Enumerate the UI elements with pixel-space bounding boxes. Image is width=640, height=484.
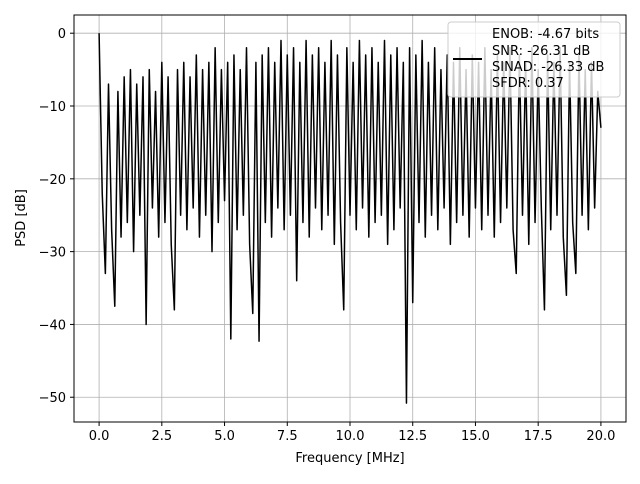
axes-frame [73, 14, 627, 423]
x-tick-label: 17.5 [524, 429, 553, 444]
legend-sinad: SINAD: -26.33 dB [492, 60, 604, 75]
y-tick-label: −20 [39, 173, 66, 188]
x-tick-label: 20.0 [586, 429, 615, 444]
y-tick-label: −30 [39, 246, 66, 261]
y-tick-label: 0 [58, 27, 66, 42]
x-tick-label: 0.0 [89, 429, 110, 444]
x-axis-label: Frequency [MHz] [295, 451, 404, 466]
legend-sfdr: SFDR: 0.37 [492, 76, 564, 91]
ticks: 0.0 2.5 5.0 7.5 10.0 12.5 15.0 17.5 20.0 0 −10 −20 −… [39, 27, 616, 444]
x-tick-label: 2.5 [151, 429, 172, 444]
plot-area [98, 33, 602, 404]
psd-series-line [98, 33, 602, 404]
legend-enob: ENOB: -4.67 bits [492, 27, 599, 42]
x-tick-label: 15.0 [461, 429, 490, 444]
y-axis-label: PSD [dB] [14, 189, 29, 247]
legend-box [447, 21, 621, 98]
y-tick-label: −40 [39, 318, 66, 333]
x-tick-label: 12.5 [398, 429, 427, 444]
x-tick-label: 10.0 [336, 429, 365, 444]
x-tick-label: 7.5 [277, 429, 298, 444]
y-tick-label: −50 [39, 391, 66, 406]
legend-snr: SNR: -26.31 dB [492, 44, 590, 59]
y-tick-label: −10 [39, 100, 66, 115]
x-tick-label: 5.0 [214, 429, 235, 444]
legend: ENOB: -4.67 bits SNR: -26.31 dB SINAD: -… [447, 21, 621, 98]
